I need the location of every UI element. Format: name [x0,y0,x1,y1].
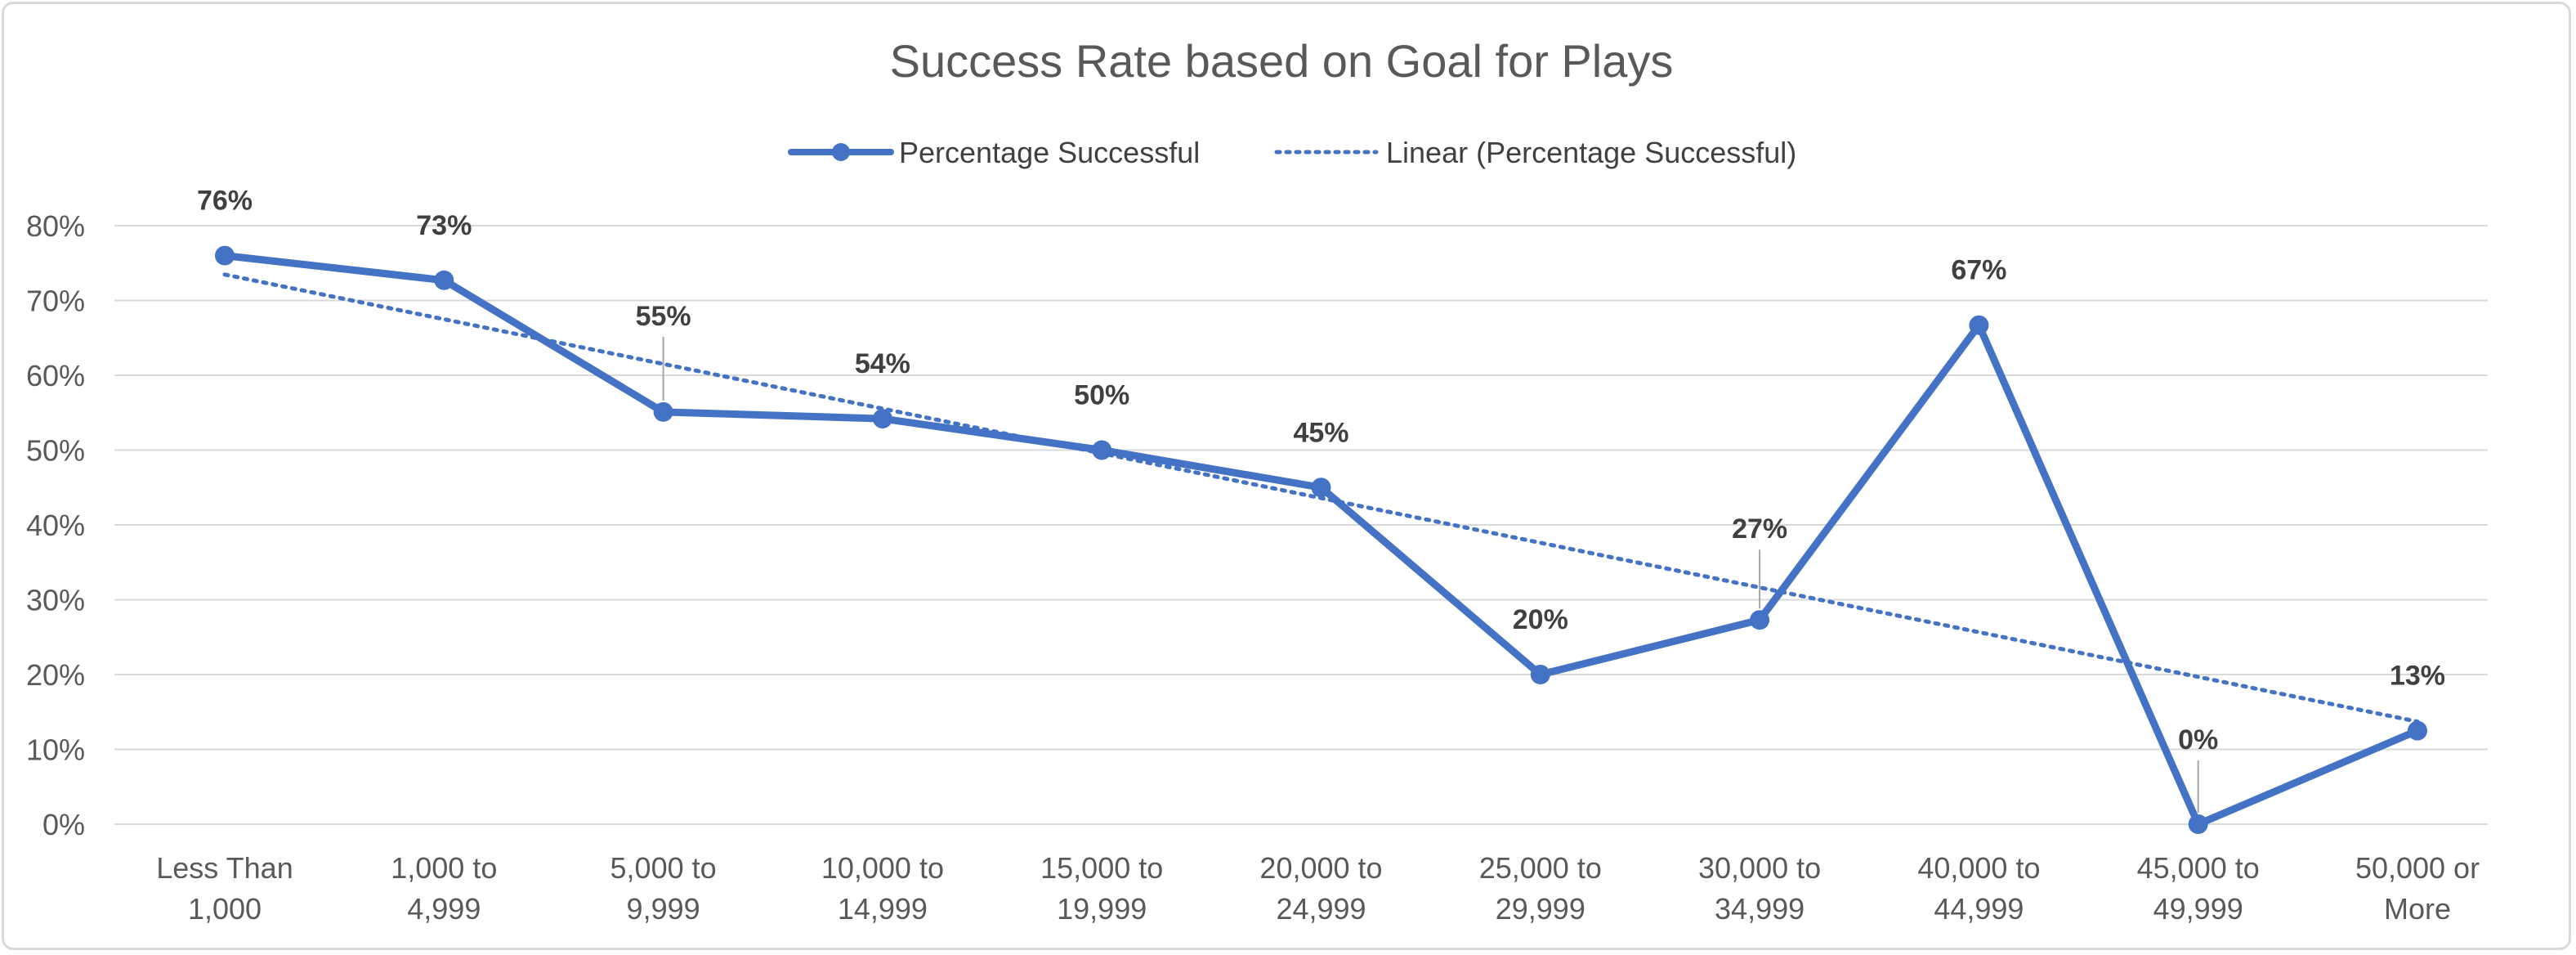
x-tick-label: 15,000 to 19,999 [1040,851,1163,926]
y-tick-label: 30% [26,584,85,617]
x-tick-label: 1,000 to 4,999 [391,851,497,926]
y-tick-label: 50% [26,434,85,468]
x-tick-label: 50,000 or More [2355,851,2480,926]
y-tick-label: 80% [26,209,85,243]
data-label: 55% [636,301,691,332]
data-point[interactable] [653,401,673,422]
data-point[interactable] [215,245,235,266]
y-tick-label: 60% [26,359,85,392]
data-label: 13% [2390,661,2445,692]
trendline-layer [222,272,2420,724]
legend: Percentage Successful Linear (Percentage… [788,136,1796,169]
data-point[interactable] [1750,610,1770,630]
data-label: 0% [2178,724,2218,755]
y-axis: 0% 10% 20% 30% 40% 50% 60% 70% 80% [26,209,85,841]
data-point[interactable] [2408,720,2427,741]
legend-item-series[interactable]: Percentage Successful [788,136,1200,169]
x-tick-label: 40,000 to 44,999 [1917,851,2040,926]
data-point[interactable] [1530,665,1550,684]
y-tick-label: 0% [42,808,85,841]
data-label: 20% [1513,604,1568,635]
legend-label-trendline: Linear (Percentage Successful) [1386,136,1796,169]
x-tick-label: 10,000 to 14,999 [821,851,944,926]
series-layer [215,245,2427,834]
y-tick-label: 20% [26,658,85,692]
x-tick-label: Less Than 1,000 [156,851,293,926]
data-labels: 76% 73% 55% 54% 50% 45% 20% 27% 67% 0% 13% [197,186,2445,755]
x-tick-label: 25,000 to 29,999 [1479,851,1602,926]
data-point[interactable] [872,409,892,429]
y-tick-label: 40% [26,509,85,542]
x-tick-label: 30,000 to 34,999 [1698,851,1821,926]
data-point[interactable] [1092,440,1112,460]
legend-item-trendline[interactable]: Linear (Percentage Successful) [1274,136,1796,169]
y-tick-label: 10% [26,733,85,767]
trendline [222,272,2420,724]
y-tick-label: 70% [26,285,85,318]
leader-lines [662,336,2199,813]
data-point[interactable] [434,270,454,290]
data-label: 45% [1293,417,1348,448]
data-label: 76% [197,186,253,217]
x-axis: Less Than 1,000 1,000 to 4,999 5,000 to 9,999… [156,851,2480,926]
data-point[interactable] [1969,315,1989,335]
data-label: 73% [416,210,472,241]
x-tick-label: 45,000 to 49,999 [2137,851,2260,926]
data-label: 67% [1951,255,2006,286]
x-tick-label: 5,000 to 9,999 [610,851,717,926]
data-label: 50% [1074,380,1129,411]
data-point[interactable] [2188,814,2208,834]
x-tick-label: 20,000 to 24,999 [1259,851,1382,926]
data-label: 54% [855,348,910,379]
gridlines [114,225,2488,825]
chart-title: Success Rate based on Goal for Plays [890,35,1674,87]
data-point[interactable] [1311,478,1331,498]
data-label: 27% [1732,513,1787,545]
legend-label-series: Percentage Successful [899,136,1200,169]
